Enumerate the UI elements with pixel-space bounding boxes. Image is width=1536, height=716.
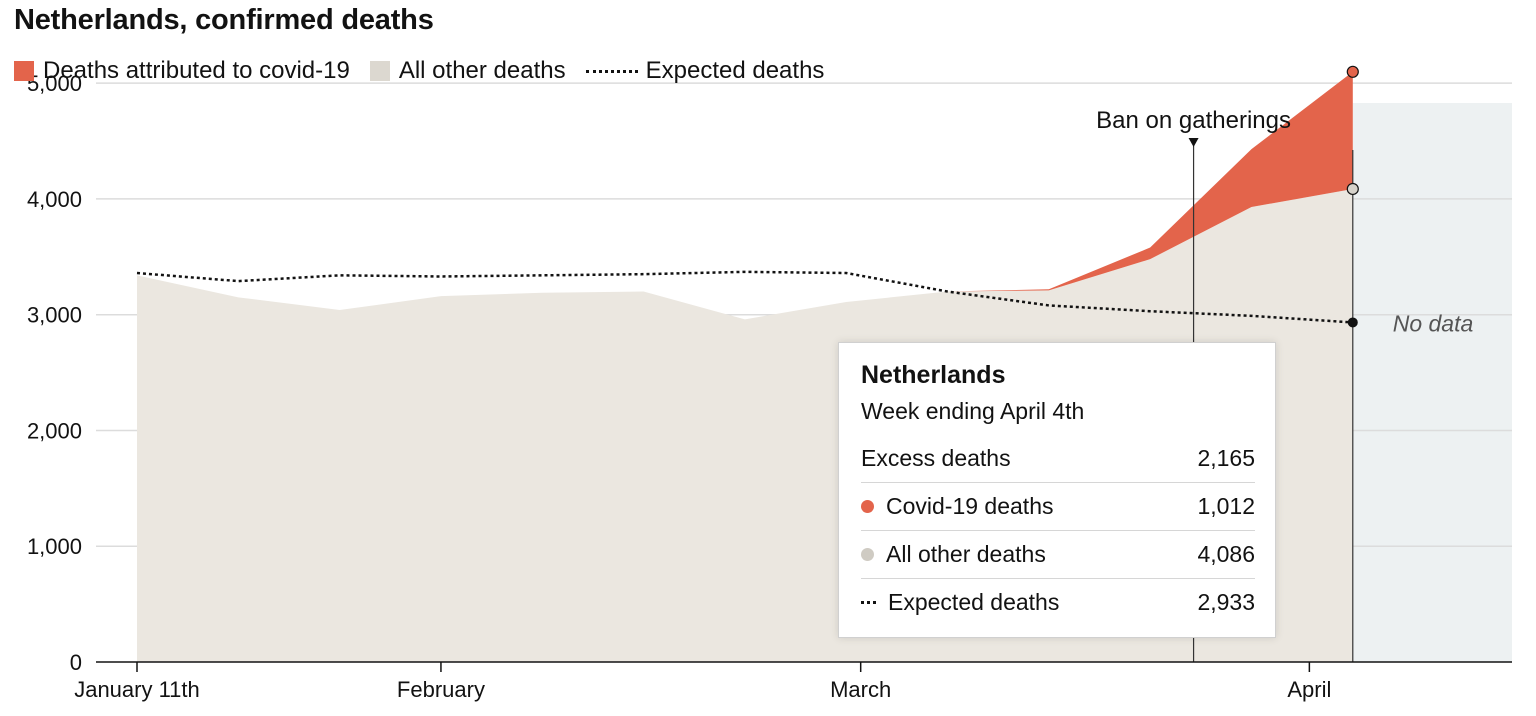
y-tick-label: 2,000 <box>27 418 82 443</box>
y-tick-label: 5,000 <box>27 71 82 96</box>
legend-item-covid[interactable]: Deaths attributed to covid-19 <box>14 57 350 85</box>
other-dot-icon <box>861 548 874 561</box>
legend-item-expected[interactable]: Expected deaths <box>585 57 825 85</box>
tooltip-value-other: 4,086 <box>1197 541 1255 567</box>
tooltip-row-other: All other deaths 4,086 <box>861 531 1255 579</box>
expected-marker <box>1347 317 1358 328</box>
other-swatch <box>369 61 390 81</box>
x-tick-label: April <box>1287 677 1331 702</box>
annotation-label: Ban on gatherings <box>1096 107 1291 134</box>
tooltip-row-covid: Covid-19 deaths 1,012 <box>861 483 1255 531</box>
tooltip-value-expected: 2,933 <box>1197 589 1255 615</box>
other-marker <box>1346 182 1359 196</box>
covid-marker <box>1346 65 1359 78</box>
y-tick-label: 4,000 <box>27 187 82 212</box>
tooltip-value-covid: 1,012 <box>1197 493 1255 519</box>
no-data-region <box>1352 103 1512 662</box>
tooltip-title: Netherlands <box>861 361 1006 389</box>
tooltip-label-other: All other deaths <box>886 541 1046 567</box>
y-tick-label: 0 <box>70 650 82 675</box>
dotted-line-icon <box>585 69 638 73</box>
legend-label-expected: Expected deaths <box>645 57 825 84</box>
legend-label-other: All other deaths <box>398 57 566 84</box>
annotation-arrow <box>1188 138 1199 147</box>
x-tick-label: January 11th <box>74 677 200 702</box>
expected-deaths-line <box>136 270 1353 324</box>
tooltip-label-covid: Covid-19 deaths <box>886 493 1054 519</box>
tooltip-value-excess: 2,165 <box>1197 445 1255 471</box>
tooltip-subtitle: Week ending April 4th <box>861 398 1085 424</box>
tooltip-label-excess: Excess deaths <box>861 445 1011 471</box>
no-data-label: No data <box>1393 310 1474 336</box>
x-tick-label: March <box>830 677 891 702</box>
covid-swatch <box>14 61 34 81</box>
tooltip-row-excess: Excess deaths 2,165 <box>861 435 1255 483</box>
legend-label-covid: Deaths attributed to covid-19 <box>43 57 350 84</box>
dotted-line-icon <box>861 601 876 604</box>
y-tick-label: 1,000 <box>27 534 82 559</box>
x-tick-label: February <box>397 677 485 702</box>
tooltip-row-expected: Expected deaths 2,933 <box>861 579 1255 626</box>
y-tick-label: 3,000 <box>27 303 82 328</box>
tooltip: Netherlands Week ending April 4th Excess… <box>838 342 1276 638</box>
chart-title: Netherlands, confirmed deaths <box>14 4 434 36</box>
covid-dot-icon <box>861 500 874 513</box>
legend: Deaths attributed to covid-19 All other … <box>14 56 844 86</box>
covid-deaths-area <box>947 71 1353 292</box>
tooltip-label-expected: Expected deaths <box>888 589 1060 615</box>
legend-item-other[interactable]: All other deaths <box>369 57 566 85</box>
